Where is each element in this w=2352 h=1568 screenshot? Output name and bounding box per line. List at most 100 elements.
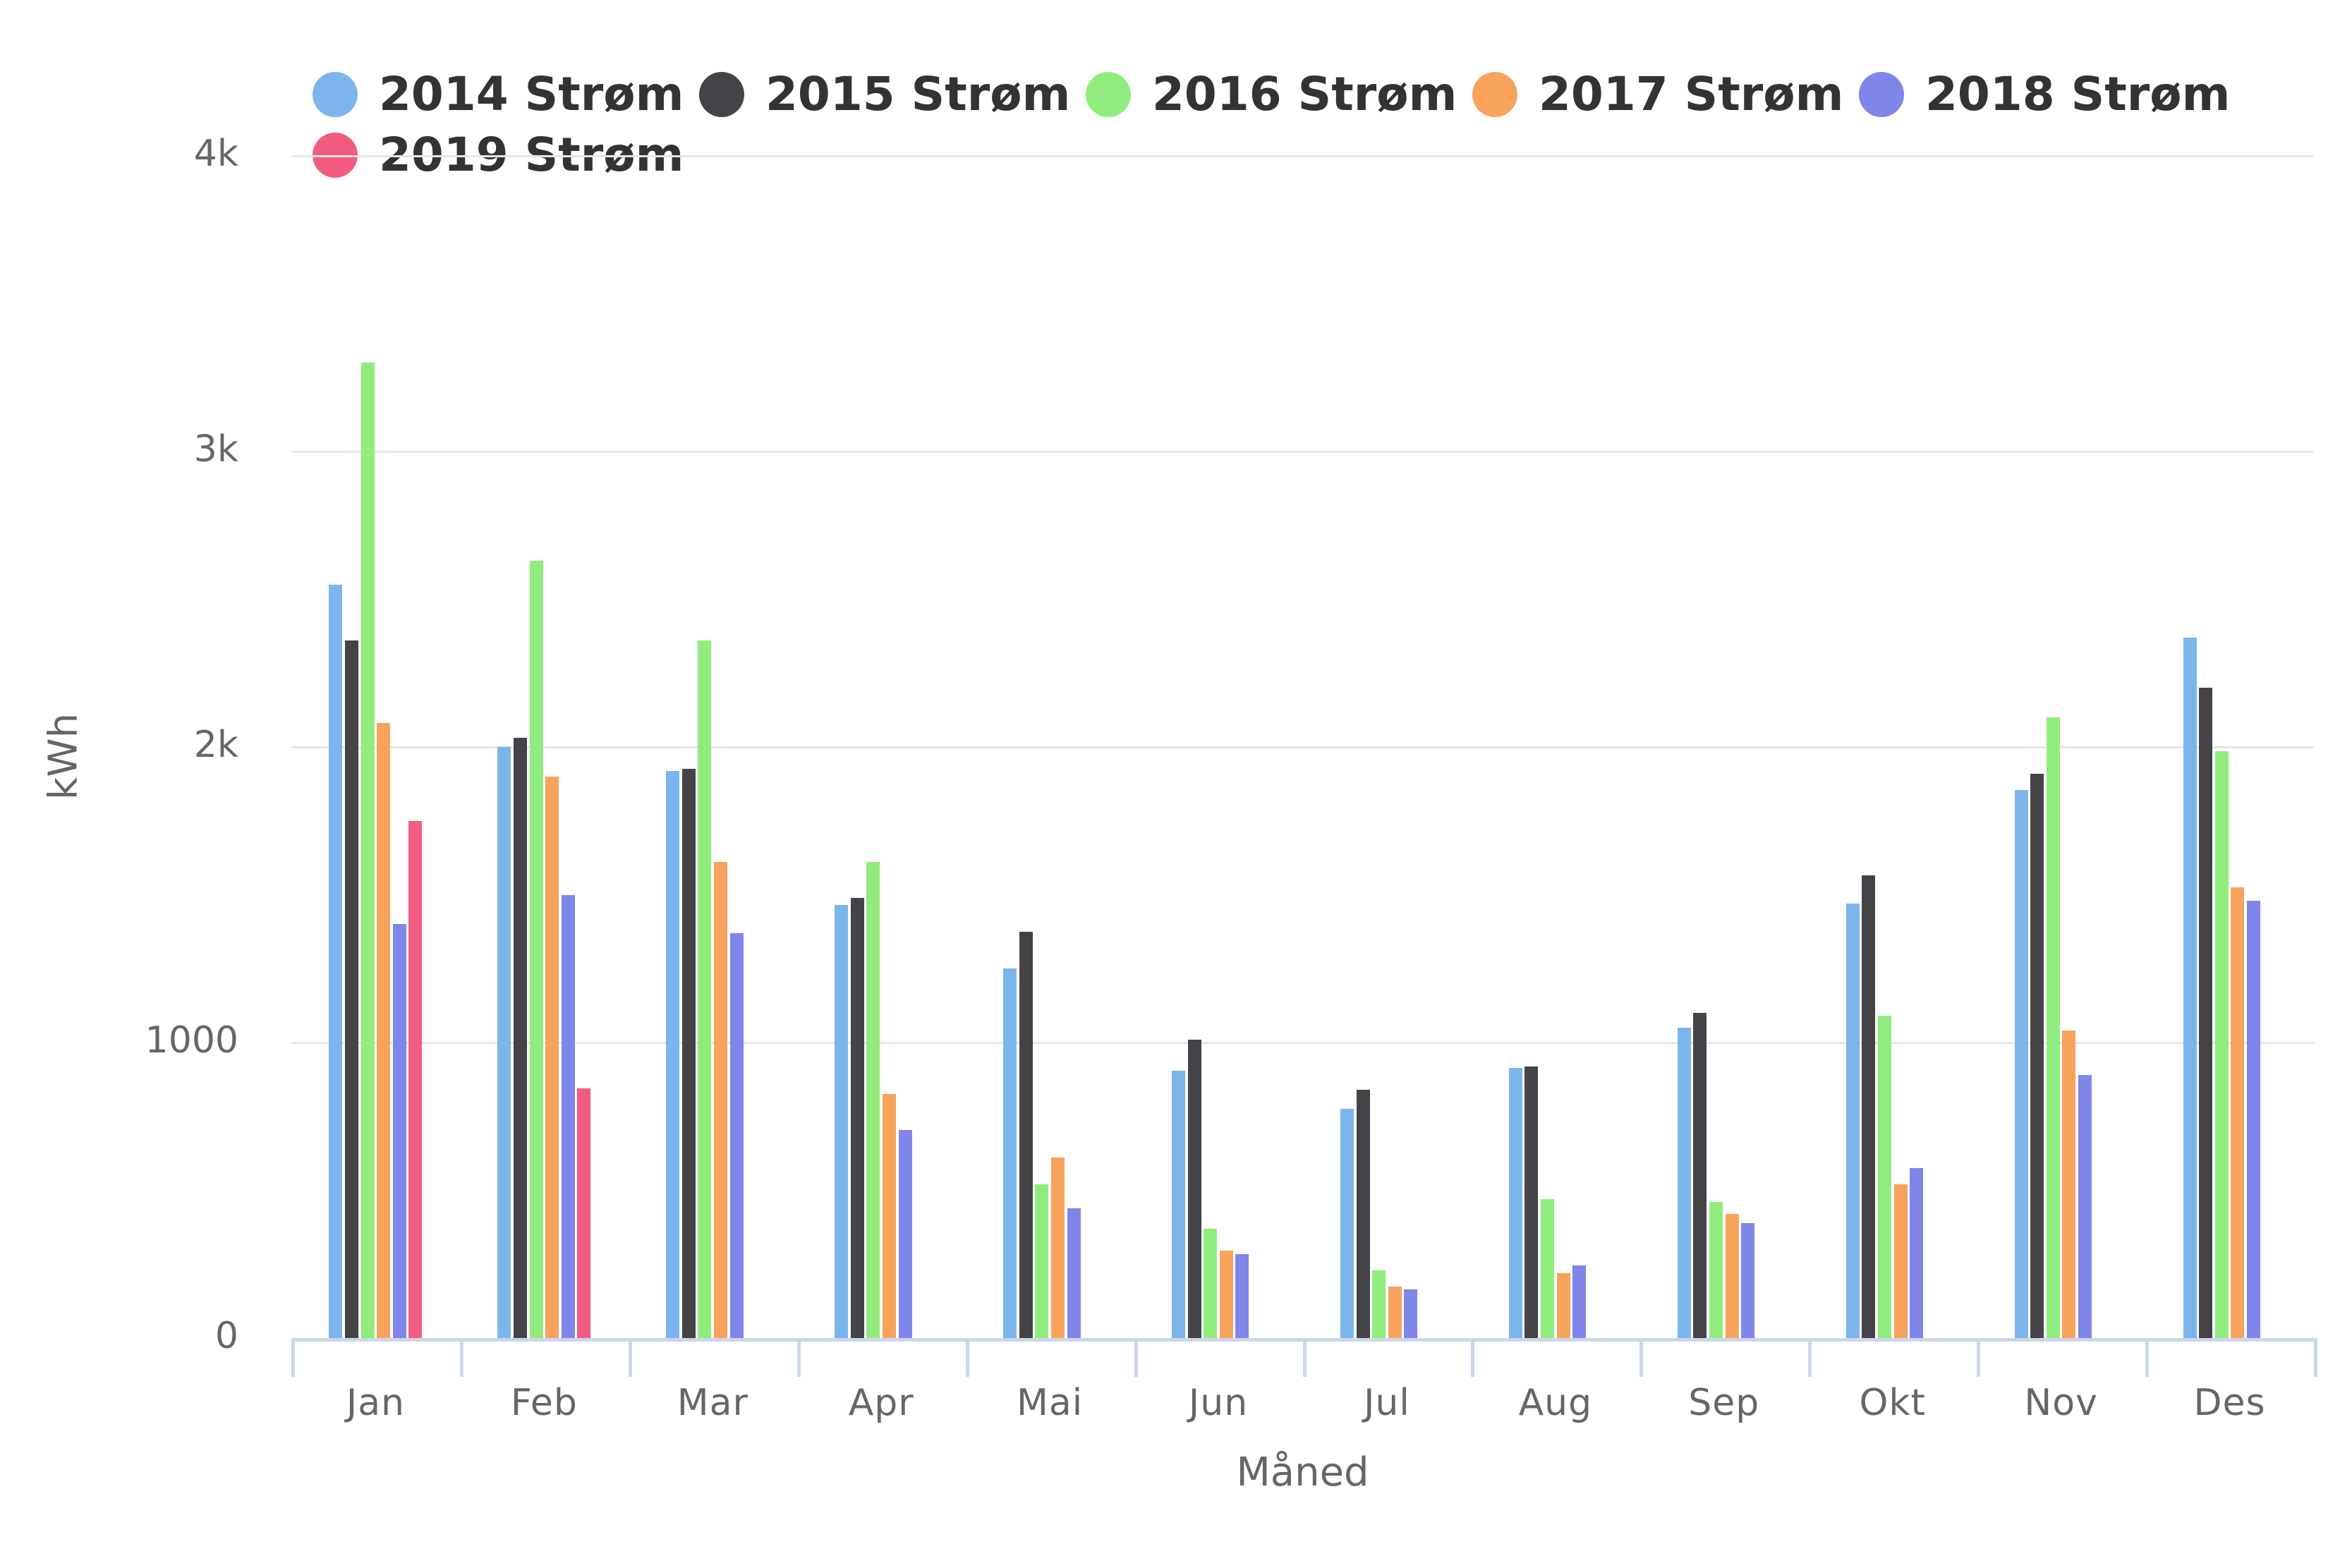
bar-2016-str-m-aug[interactable] [1541,1199,1554,1338]
legend-label-2015-str-m: 2015 Strøm [765,67,1070,121]
x-axis-tick [1471,1338,1474,1377]
bar-2016-str-m-des[interactable] [2215,751,2229,1338]
bar-2016-str-m-nov[interactable] [2047,717,2060,1338]
legend-label-2017-str-m: 2017 Strøm [1539,67,1843,121]
bar-2015-str-m-apr[interactable] [851,898,864,1338]
bar-2014-str-m-aug[interactable] [1509,1068,1522,1338]
bar-2015-str-m-jun[interactable] [1188,1040,1201,1338]
bar-2017-str-m-jan[interactable] [377,723,390,1338]
bar-2014-str-m-des[interactable] [2183,638,2197,1338]
x-axis-tick [291,1338,295,1377]
bar-2017-str-m-nov[interactable] [2062,1031,2075,1338]
bar-chart: 2014 Strøm 2015 Strøm 2016 Strøm 2017 Strøm… [0,0,2352,1568]
x-tick-label-jan: Jan [291,1382,460,1424]
bar-2017-str-m-aug[interactable] [1557,1273,1570,1338]
x-tick-label-mar: Mar [629,1382,797,1424]
x-axis-tick [797,1338,801,1377]
bar-2018-str-m-okt[interactable] [1910,1168,1923,1338]
bar-2017-str-m-sep[interactable] [1726,1214,1739,1338]
y-tick-label: 1000 [27,1019,238,1062]
bar-2014-str-m-jun[interactable] [1172,1071,1185,1338]
bar-2015-str-m-mai[interactable] [1019,932,1033,1338]
legend-label-2018-str-m: 2018 Strøm [1925,67,2230,121]
bar-2017-str-m-okt[interactable] [1894,1184,1908,1338]
bar-2018-str-m-apr[interactable] [899,1130,912,1338]
x-tick-label-mai: Mai [966,1382,1134,1424]
bar-2016-str-m-apr[interactable] [866,862,880,1338]
bar-2015-str-m-sep[interactable] [1693,1013,1707,1338]
bar-2015-str-m-jul[interactable] [1357,1090,1370,1338]
bar-2016-str-m-feb[interactable] [530,561,543,1338]
bar-2015-str-m-feb[interactable] [514,738,527,1338]
bar-2014-str-m-mar[interactable] [666,771,679,1338]
y-tick-label: 0 [27,1315,238,1357]
bar-2016-str-m-sep[interactable] [1709,1202,1723,1338]
bar-2016-str-m-jan[interactable] [361,363,375,1338]
bar-2017-str-m-feb[interactable] [545,777,559,1338]
bar-2019-str-m-feb[interactable] [577,1088,590,1338]
legend-item-2017-str-m[interactable]: 2017 Strøm [1472,67,1859,121]
bar-2016-str-m-okt[interactable] [1878,1016,1891,1338]
x-tick-label-aug: Aug [1471,1382,1639,1424]
bar-2015-str-m-nov[interactable] [2030,774,2044,1338]
bar-2016-str-m-mai[interactable] [1035,1184,1048,1338]
bar-2014-str-m-jan[interactable] [329,585,342,1338]
bar-2018-str-m-aug[interactable] [1572,1265,1586,1338]
bar-2014-str-m-mai[interactable] [1003,968,1017,1338]
bar-2015-str-m-jan[interactable] [345,640,358,1338]
gridline-2k [291,746,2314,748]
bar-2017-str-m-jul[interactable] [1388,1287,1402,1338]
bar-2014-str-m-nov[interactable] [2015,790,2028,1338]
bar-2017-str-m-jun[interactable] [1220,1251,1233,1338]
bar-2015-str-m-des[interactable] [2199,688,2212,1338]
bar-2018-str-m-jan[interactable] [393,924,406,1338]
legend-item-2016-str-m[interactable]: 2016 Strøm [1086,67,1472,121]
bar-2018-str-m-mar[interactable] [730,933,744,1338]
bar-2018-str-m-feb[interactable] [562,895,575,1339]
bar-2017-str-m-mai[interactable] [1051,1157,1065,1338]
bar-2014-str-m-sep[interactable] [1678,1028,1691,1338]
y-tick-label: 2k [27,724,238,766]
bar-2017-str-m-apr[interactable] [883,1094,896,1338]
gridline-4k [291,155,2314,157]
legend-marker-2015-str-m [699,72,744,117]
x-tick-label-jun: Jun [1134,1382,1303,1424]
x-axis-tick [2145,1338,2149,1377]
x-tick-label-feb: Feb [460,1382,629,1424]
x-axis-tick [1639,1338,1643,1377]
bar-2014-str-m-okt[interactable] [1846,904,1860,1338]
bar-2016-str-m-jun[interactable] [1204,1229,1217,1338]
y-tick-label: 4k [27,133,238,175]
x-tick-label-apr: Apr [797,1382,966,1424]
legend-marker-2018-str-m [1859,72,1904,117]
bar-2019-str-m-jan[interactable] [408,821,422,1338]
gridline-3k [291,451,2314,453]
legend-item-2018-str-m[interactable]: 2018 Strøm [1859,67,2230,121]
bar-2015-str-m-aug[interactable] [1524,1066,1538,1338]
bar-2014-str-m-apr[interactable] [835,905,848,1338]
bar-2014-str-m-feb[interactable] [497,747,511,1338]
bar-2016-str-m-mar[interactable] [698,640,711,1338]
y-tick-label: 3k [27,428,238,470]
legend-item-2015-str-m[interactable]: 2015 Strøm [699,67,1086,121]
bar-2015-str-m-mar[interactable] [682,769,696,1338]
x-axis-tick [2314,1338,2317,1377]
bar-2017-str-m-des[interactable] [2231,887,2244,1338]
bar-2014-str-m-jul[interactable] [1340,1109,1354,1338]
bar-2018-str-m-jul[interactable] [1404,1289,1417,1338]
legend-marker-2016-str-m [1086,72,1131,117]
bar-2018-str-m-mai[interactable] [1067,1208,1081,1338]
bar-2018-str-m-jun[interactable] [1235,1254,1249,1338]
bar-2017-str-m-mar[interactable] [714,862,727,1338]
bar-2015-str-m-okt[interactable] [1862,875,1875,1338]
bar-2018-str-m-sep[interactable] [1741,1223,1754,1338]
x-tick-label-des: Des [2145,1382,2314,1424]
bar-2018-str-m-des[interactable] [2247,901,2260,1338]
bar-2016-str-m-jul[interactable] [1372,1270,1386,1338]
x-axis-tick [1134,1338,1138,1377]
bar-2018-str-m-nov[interactable] [2078,1075,2092,1338]
legend-item-2014-str-m[interactable]: 2014 Strøm [313,67,699,121]
x-axis-tick [1977,1338,1980,1377]
x-axis-tick [1808,1338,1812,1377]
x-axis-tick [1303,1338,1307,1377]
